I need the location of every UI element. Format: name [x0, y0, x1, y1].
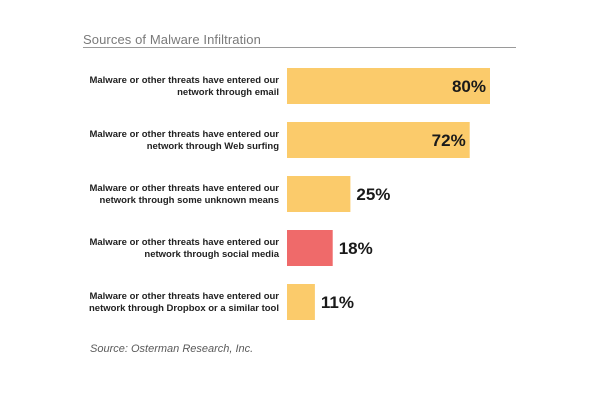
bar-group: Malware or other threats have entered ou… — [89, 284, 354, 320]
category-label: Malware or other threats have entered ou… — [89, 291, 279, 314]
value-label: 25% — [356, 185, 390, 204]
bar — [287, 284, 315, 320]
source-note: Source: Osterman Research, Inc. — [90, 343, 254, 355]
bar — [287, 68, 490, 104]
title-divider — [83, 47, 516, 48]
bar-group: Malware or other threats have entered ou… — [89, 68, 490, 104]
category-label: Malware or other threats have entered ou… — [89, 75, 279, 98]
bar-group: Malware or other threats have entered ou… — [89, 176, 390, 212]
bar-group: Malware or other threats have entered ou… — [89, 122, 470, 158]
category-label: Malware or other threats have entered ou… — [89, 237, 279, 260]
value-label: 80% — [452, 77, 486, 96]
bar — [287, 176, 351, 212]
category-label: Malware or other threats have entered ou… — [89, 183, 279, 206]
bar — [287, 122, 470, 158]
category-label: Malware or other threats have entered ou… — [89, 129, 279, 152]
bar-group: Malware or other threats have entered ou… — [89, 230, 373, 266]
value-label: 18% — [339, 239, 373, 258]
bar — [287, 230, 333, 266]
chart-title: Sources of Malware Infiltration — [83, 32, 261, 47]
value-label: 11% — [321, 293, 354, 312]
value-label: 72% — [432, 131, 466, 150]
